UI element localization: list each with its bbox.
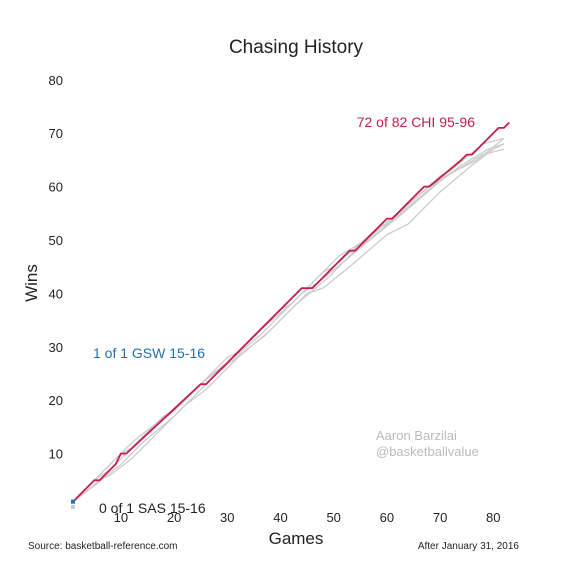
x-tick-70: 70 <box>433 510 447 525</box>
y-tick-10: 10 <box>49 447 63 462</box>
y-axis-label: Wins <box>22 264 41 302</box>
series-marker-1 <box>71 499 75 504</box>
record-line-chi <box>72 121 510 503</box>
series-marker-2 <box>71 505 75 509</box>
x-tick-10: 10 <box>114 510 128 525</box>
history-line-7 <box>72 137 505 503</box>
y-tick-20: 20 <box>49 393 63 408</box>
annotation-sas-current: 0 of 1 SAS 15-16 <box>99 500 206 516</box>
x-tick-60: 60 <box>380 510 394 525</box>
chart-title: Chasing History <box>229 37 364 58</box>
date-note: After January 31, 2016 <box>418 541 520 552</box>
y-tick-40: 40 <box>49 286 63 301</box>
annotation-chi-record: 72 of 82 CHI 95-96 <box>357 114 476 130</box>
highlight-series-lines <box>71 121 510 504</box>
y-tick-70: 70 <box>49 126 63 141</box>
y-tick-80: 80 <box>49 73 63 88</box>
y-tick-60: 60 <box>49 180 63 195</box>
y-tick-labels: 10 20 30 40 50 60 70 80 <box>49 73 63 462</box>
x-tick-labels: 10 20 30 40 50 60 70 80 <box>114 510 501 525</box>
x-tick-30: 30 <box>220 510 234 525</box>
x-tick-40: 40 <box>273 510 287 525</box>
y-tick-50: 50 <box>49 233 63 248</box>
y-tick-30: 30 <box>49 340 63 355</box>
x-tick-80: 80 <box>486 510 500 525</box>
author-handle: @basketballvalue <box>376 444 479 459</box>
x-axis-label: Games <box>269 529 324 548</box>
source-note: Source: basketball-reference.com <box>28 541 178 552</box>
annotation-gsw-current: 1 of 1 GSW 15-16 <box>93 345 205 361</box>
author-credit: Aaron Barzilai <box>376 428 457 443</box>
x-tick-50: 50 <box>326 510 340 525</box>
x-tick-20: 20 <box>167 510 181 525</box>
